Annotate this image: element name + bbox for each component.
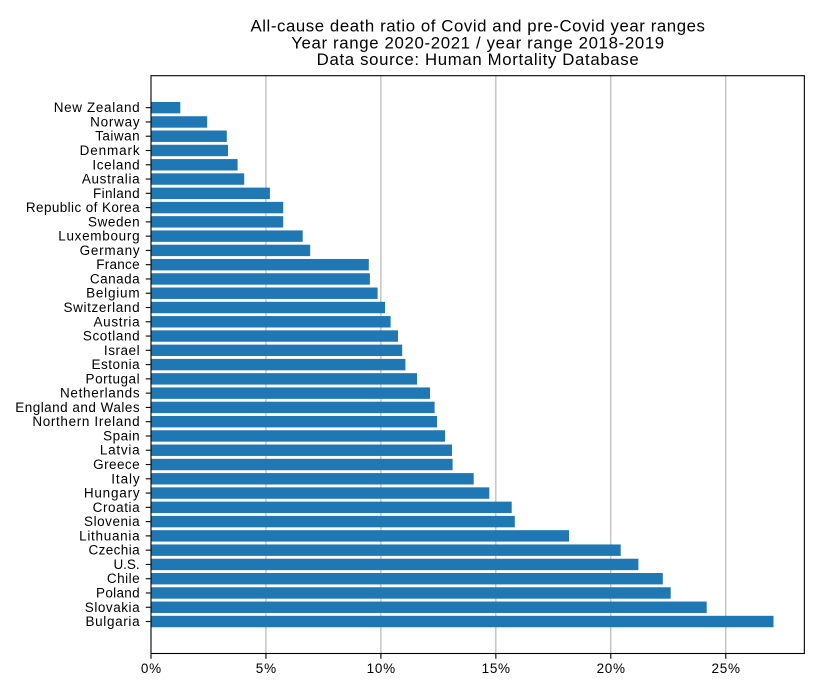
svg-text:Canada: Canada (90, 271, 140, 286)
svg-text:Northern Ireland: Northern Ireland (32, 414, 139, 429)
svg-text:Taiwan: Taiwan (95, 129, 139, 144)
svg-text:Greece: Greece (93, 457, 139, 472)
svg-text:Spain: Spain (103, 428, 139, 443)
svg-text:Lithuania: Lithuania (79, 528, 140, 543)
svg-text:Germany: Germany (80, 243, 140, 258)
svg-text:Latvia: Latvia (100, 443, 140, 458)
svg-text:France: France (96, 257, 139, 272)
svg-text:0%: 0% (141, 661, 161, 676)
svg-text:Sweden: Sweden (88, 214, 140, 229)
svg-text:Republic of Korea: Republic of Korea (26, 200, 140, 215)
svg-text:Iceland: Iceland (92, 157, 139, 172)
svg-text:Croatia: Croatia (93, 500, 140, 515)
svg-text:Poland: Poland (96, 585, 140, 600)
svg-text:Scotland: Scotland (83, 329, 140, 344)
svg-text:Italy: Italy (111, 471, 140, 486)
svg-text:New Zealand: New Zealand (54, 100, 140, 115)
svg-text:Luxembourg: Luxembourg (58, 229, 139, 244)
svg-text:5%: 5% (256, 661, 276, 676)
svg-text:Austria: Austria (93, 314, 140, 329)
svg-text:Denmark: Denmark (80, 143, 140, 158)
svg-text:Chile: Chile (107, 571, 140, 586)
svg-text:Switzerland: Switzerland (63, 300, 139, 315)
svg-text:Israel: Israel (104, 343, 140, 358)
svg-text:Portugal: Portugal (86, 371, 140, 386)
svg-text:All-cause death ratio of Covid: All-cause death ratio of Covid and pre-C… (250, 16, 704, 35)
svg-text:England and Wales: England and Wales (15, 400, 140, 415)
svg-text:Belgium: Belgium (86, 286, 140, 301)
svg-text:Netherlands: Netherlands (60, 386, 140, 401)
svg-text:Slovakia: Slovakia (85, 600, 140, 615)
svg-text:Slovenia: Slovenia (84, 514, 140, 529)
svg-text:Czechia: Czechia (89, 543, 141, 558)
svg-text:Bulgaria: Bulgaria (85, 614, 140, 629)
svg-text:Year range 2020-2021 / year ra: Year range 2020-2021 / year range 2018-2… (291, 34, 664, 53)
svg-text:25%: 25% (712, 661, 740, 676)
svg-text:10%: 10% (367, 661, 395, 676)
svg-text:U.S.: U.S. (113, 557, 139, 572)
svg-text:Hungary: Hungary (84, 486, 140, 501)
svg-text:Estonia: Estonia (92, 357, 141, 372)
svg-text:Australia: Australia (82, 172, 140, 187)
svg-text:15%: 15% (482, 661, 510, 676)
svg-text:Norway: Norway (90, 114, 140, 129)
svg-text:Finland: Finland (93, 186, 140, 201)
svg-text:Data source: Human Mortality D: Data source: Human Mortality Database (317, 50, 639, 69)
svg-text:20%: 20% (597, 661, 625, 676)
